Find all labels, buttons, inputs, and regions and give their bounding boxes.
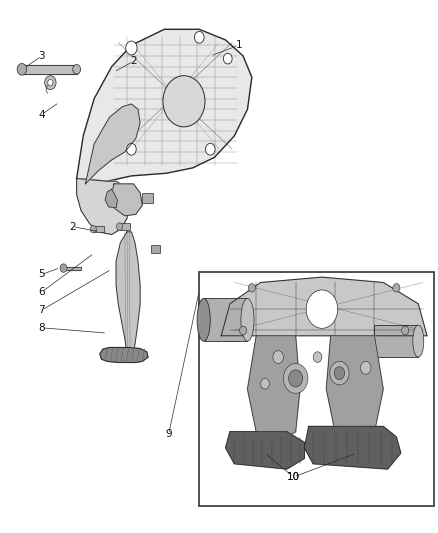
Text: 7: 7	[38, 305, 45, 315]
Circle shape	[223, 53, 232, 64]
Polygon shape	[112, 184, 142, 216]
Circle shape	[289, 370, 303, 387]
Circle shape	[273, 351, 283, 364]
Circle shape	[283, 364, 308, 393]
Circle shape	[261, 378, 269, 389]
Circle shape	[45, 76, 56, 90]
Circle shape	[334, 367, 345, 379]
Bar	[374, 325, 418, 357]
Circle shape	[248, 284, 255, 292]
Circle shape	[393, 284, 400, 292]
Circle shape	[194, 31, 204, 43]
Circle shape	[60, 264, 67, 272]
Text: 1: 1	[235, 41, 242, 50]
Text: 10: 10	[287, 472, 300, 482]
Circle shape	[240, 326, 247, 335]
Circle shape	[73, 64, 81, 74]
Circle shape	[17, 63, 27, 75]
Circle shape	[205, 143, 215, 155]
Polygon shape	[116, 232, 140, 353]
Bar	[142, 193, 153, 203]
Circle shape	[48, 79, 53, 86]
Polygon shape	[105, 189, 117, 208]
Circle shape	[126, 41, 137, 55]
Text: 2: 2	[69, 222, 76, 231]
Polygon shape	[77, 179, 129, 235]
Bar	[199, 272, 434, 506]
Circle shape	[127, 143, 136, 155]
Ellipse shape	[413, 325, 424, 357]
Text: 4: 4	[38, 110, 45, 119]
Polygon shape	[226, 432, 304, 469]
Polygon shape	[85, 104, 140, 184]
Text: 2: 2	[130, 56, 137, 66]
Circle shape	[90, 225, 96, 233]
Text: 8: 8	[38, 323, 45, 333]
Polygon shape	[64, 266, 81, 270]
Polygon shape	[326, 336, 383, 442]
Circle shape	[117, 223, 123, 230]
Ellipse shape	[241, 298, 254, 341]
Polygon shape	[100, 348, 148, 362]
Bar	[93, 226, 104, 232]
Text: 5: 5	[38, 270, 45, 279]
Circle shape	[313, 352, 322, 362]
Polygon shape	[304, 426, 401, 469]
Bar	[120, 223, 130, 230]
Circle shape	[163, 76, 205, 127]
Polygon shape	[77, 29, 252, 181]
Polygon shape	[221, 277, 427, 336]
Text: 6: 6	[38, 287, 45, 297]
Circle shape	[360, 361, 371, 374]
Text: 9: 9	[165, 430, 172, 439]
Bar	[151, 245, 160, 253]
Circle shape	[402, 326, 409, 335]
Circle shape	[306, 290, 338, 328]
Circle shape	[330, 361, 349, 385]
Polygon shape	[22, 65, 77, 74]
Text: 10: 10	[287, 472, 300, 482]
Polygon shape	[247, 336, 300, 442]
Bar	[204, 298, 247, 341]
Ellipse shape	[197, 298, 210, 341]
Text: 3: 3	[38, 51, 45, 61]
